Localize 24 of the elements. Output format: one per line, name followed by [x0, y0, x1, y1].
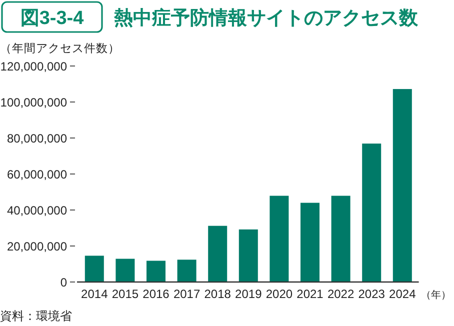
y-tick-label: 40,000,000 [6, 204, 68, 218]
x-tick-label: 2017 [173, 287, 200, 301]
y-axis-title: （年間アクセス件数） [0, 42, 120, 55]
y-tick-label: 60,000,000 [6, 168, 68, 182]
y-tick-label: 80,000,000 [6, 132, 68, 146]
x-axis-title: （年） [421, 289, 451, 301]
caption: 図3-3-4 [20, 8, 84, 29]
text: 資料：環境省 [0, 309, 72, 323]
x-tick-label: 2021 [296, 287, 324, 301]
y-tick-label: 0 [60, 276, 68, 290]
x-tick-label: 2024 [389, 287, 416, 301]
y-tick-label: 100,000,000 [0, 96, 68, 110]
x-tick-label: 2019 [235, 287, 262, 301]
chart-title: 熱中症予防情報サイトのアクセス数 [113, 7, 419, 29]
x-tick-label: 2016 [142, 287, 170, 301]
y-tick-label: 120,000,000 [0, 60, 68, 74]
x-tick-label: 2015 [112, 287, 139, 301]
x-tick-label: 2023 [358, 287, 386, 301]
x-tick-label: 2014 [81, 287, 108, 301]
x-tick-label: 2022 [327, 287, 354, 301]
y-tick-label: 20,000,000 [6, 240, 68, 254]
x-tick-label: 2020 [266, 287, 293, 301]
figure-number: 図3-3-4 [1, 1, 103, 33]
x-tick-label: 2018 [204, 287, 232, 301]
